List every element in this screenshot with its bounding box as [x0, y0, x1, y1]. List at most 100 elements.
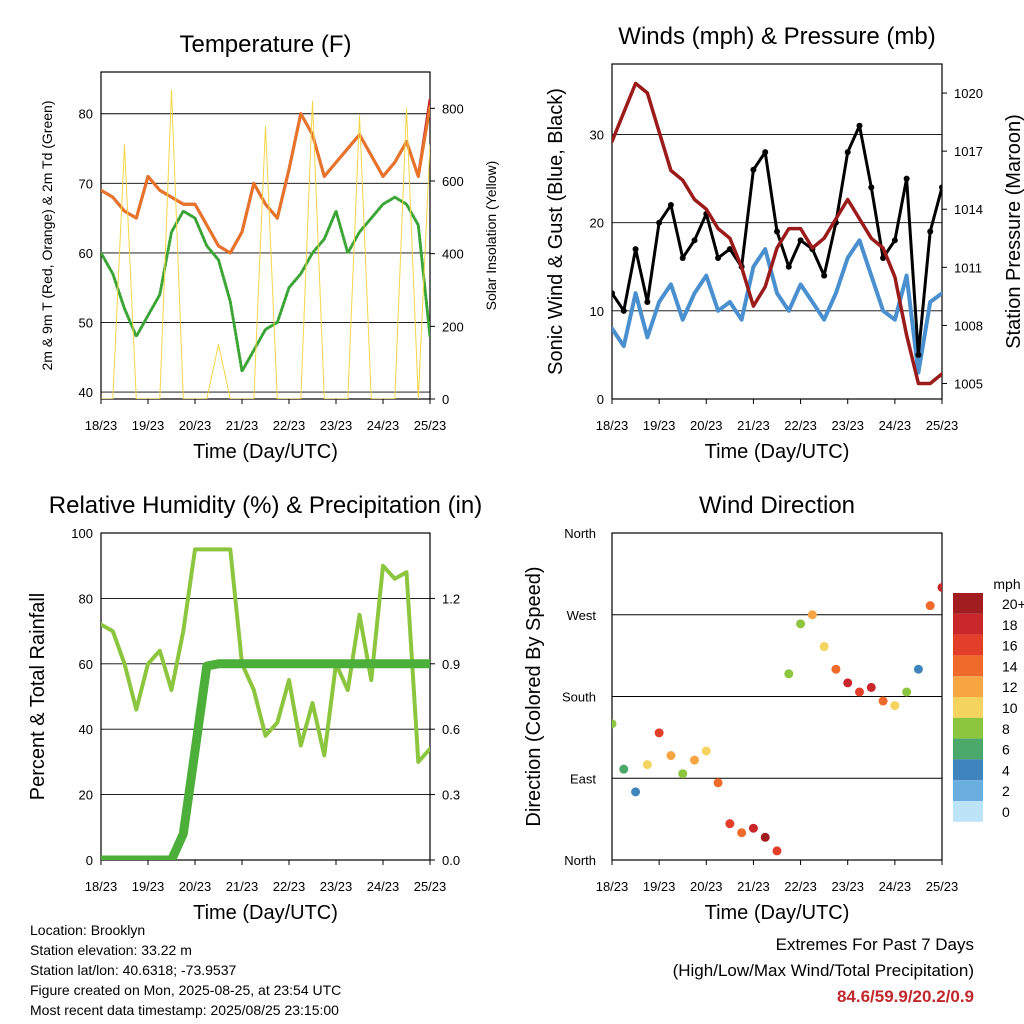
- colorbar-label: 4: [1002, 762, 1010, 778]
- colorbar-swatch: [953, 697, 983, 718]
- chart-title: Relative Humidity (%) & Precipitation (i…: [49, 492, 482, 519]
- series-group: [101, 89, 430, 399]
- colorbar-label: 10: [1002, 700, 1018, 716]
- x-tick-label: 18/23: [85, 418, 118, 433]
- wind-direction-point: [612, 719, 617, 729]
- y-right-tick-label: 1008: [954, 318, 983, 333]
- y-tick-label: 40: [79, 722, 93, 737]
- gust-point: [691, 237, 698, 244]
- x-tick-label: 18/23: [85, 879, 118, 894]
- y-axis-label: Sonic Wind & Gust (Blue, Black): [545, 88, 567, 375]
- y-right-axis-label: Station Pressure (Maroon): [1003, 114, 1024, 349]
- gust-point: [915, 351, 922, 358]
- colorbar-label: 0: [1002, 804, 1010, 820]
- latlon-text: Station lat/lon: 40.6318; -73.9537: [30, 962, 237, 978]
- colorbar-label: 12: [1002, 679, 1018, 695]
- wind-direction-point: [796, 619, 806, 629]
- series-group: [101, 547, 430, 860]
- gust-point: [632, 246, 639, 253]
- x-tick-label: 18/23: [596, 418, 629, 433]
- y-axis-label: Percent & Total Rainfall: [27, 593, 49, 801]
- y-tick-label: 10: [590, 304, 604, 319]
- colorbar-swatch: [953, 655, 983, 677]
- extremes-title: Extremes For Past 7 Days: [775, 935, 974, 954]
- colorbar-swatch: [953, 613, 983, 635]
- y-right-tick-label: 600: [442, 174, 464, 189]
- colorbar-label: 20+: [1002, 596, 1024, 612]
- wind-direction-point: [642, 760, 652, 770]
- colorbar-label: 8: [1002, 721, 1010, 737]
- x-tick-label: 18/23: [596, 879, 629, 894]
- series-line-total-precipitation: [101, 659, 430, 860]
- gust-point: [785, 263, 792, 270]
- y-right-tick-label: 1020: [954, 86, 983, 101]
- x-tick-label: 20/23: [179, 879, 212, 894]
- y-tick-label: 50: [79, 315, 93, 330]
- created-text: Figure created on Mon, 2025-08-25, at 23…: [30, 982, 342, 998]
- plot-frame: [100, 71, 431, 400]
- y-right-tick-label: 0.6: [442, 722, 460, 737]
- x-tick-label: 20/23: [690, 879, 723, 894]
- y-right-tick-label: 1.2: [442, 591, 460, 606]
- y-right-tick-label: 0.9: [442, 657, 460, 672]
- y-right-axis-label: Solar Insolation (Yellow): [483, 161, 499, 311]
- y-axis-label: 2m & 9m T (Red, Orange) & 2m Td (Green): [39, 101, 55, 371]
- x-tick-label: 25/23: [414, 418, 447, 433]
- x-tick-label: 24/23: [879, 879, 912, 894]
- extremes-panel: Extremes For Past 7 Days (High/Low/Max W…: [673, 932, 974, 1010]
- y-tick-label: 40: [79, 385, 93, 400]
- y-tick-label: 100: [71, 526, 93, 541]
- wind-direction-point: [843, 678, 853, 688]
- colorbar-label: 18: [1002, 617, 1018, 633]
- colorbar-swatch: [953, 759, 983, 781]
- x-tick-label: 25/23: [926, 418, 959, 433]
- x-tick-label: 19/23: [643, 879, 676, 894]
- chart-title: Temperature (F): [179, 31, 351, 58]
- colorbar-swatch: [953, 676, 983, 697]
- gust-point: [774, 228, 780, 235]
- wind-direction-point: [855, 687, 864, 697]
- gust-point: [939, 184, 942, 191]
- colorbar-swatch: [953, 593, 983, 614]
- x-tick-label: 19/23: [132, 418, 165, 433]
- series-line-relative-humidity: [101, 547, 430, 764]
- wind-direction-point: [819, 642, 829, 652]
- x-tick-label: 24/23: [367, 879, 400, 894]
- extremes-values: 84.6/59.9/20.2/0.9: [836, 987, 974, 1006]
- x-tick-label: 22/23: [784, 879, 817, 894]
- y-right-tick-label: 1005: [954, 377, 983, 392]
- x-tick-label: 21/23: [226, 879, 259, 894]
- plot-frame: [611, 63, 943, 400]
- series-group: [612, 583, 942, 856]
- x-axis-label: Time (Day/UTC): [705, 902, 850, 924]
- wind-direction-point: [619, 764, 629, 774]
- x-tick-label: 21/23: [737, 879, 770, 894]
- wind-direction-point: [890, 701, 900, 711]
- series-line-solar-insolation: [101, 89, 430, 399]
- wind-direction-point: [678, 769, 688, 779]
- gust-point: [750, 166, 757, 173]
- y-tick-label: 70: [79, 176, 93, 191]
- wind-direction-point: [772, 846, 782, 856]
- wind-direction-point: [925, 601, 935, 611]
- colorbar-swatch: [953, 780, 983, 801]
- colorbar-swatch: [953, 801, 983, 822]
- series-line-2m-t: [101, 98, 430, 255]
- x-tick-label: 22/23: [273, 418, 306, 433]
- gust-point: [715, 254, 722, 261]
- y-tick-label: 80: [79, 591, 93, 606]
- y-right-tick-label: 0.3: [442, 788, 460, 803]
- wind-direction-point: [937, 583, 942, 592]
- wind-direction-point: [690, 755, 699, 765]
- colorbar-label: 2: [1002, 783, 1010, 799]
- x-tick-label: 19/23: [132, 879, 165, 894]
- wind-direction-point: [701, 746, 711, 756]
- wind-direction-point: [913, 664, 923, 674]
- x-tick-label: 20/23: [690, 418, 723, 433]
- chart-title: Winds (mph) & Pressure (mb): [618, 23, 935, 50]
- wind-direction-point: [902, 687, 912, 697]
- y-right-tick-label: 400: [442, 247, 464, 262]
- gust-point: [620, 307, 627, 314]
- series-line-sonic-wind: [612, 238, 942, 375]
